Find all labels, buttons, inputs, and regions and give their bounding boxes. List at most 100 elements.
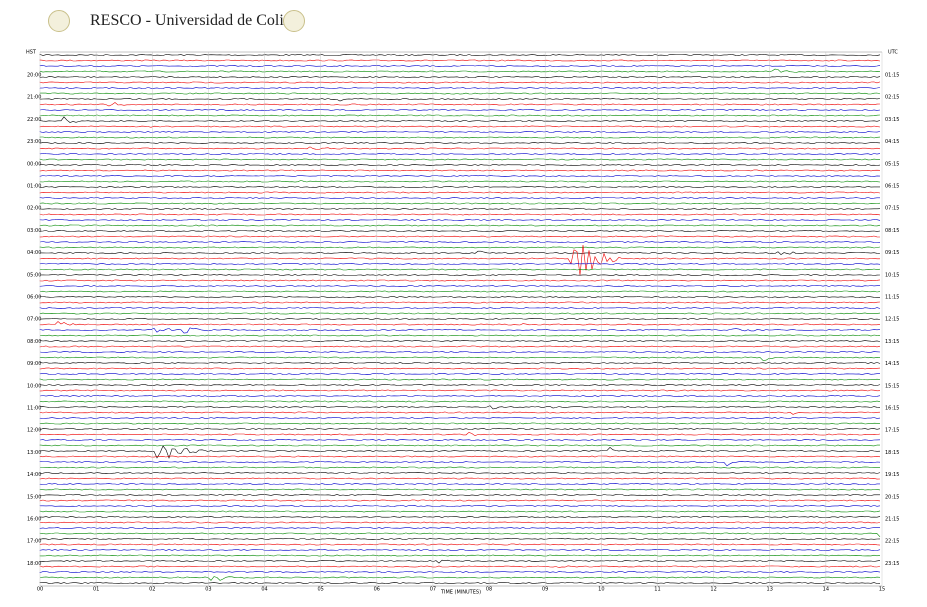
x-tick-label: 11	[654, 587, 660, 593]
trace	[39, 395, 881, 397]
x-tick-label: 09	[542, 587, 548, 593]
x-tick-label: 08	[486, 587, 492, 593]
trace	[39, 384, 881, 386]
trace	[39, 244, 880, 275]
left-time-label: 01:00	[27, 184, 41, 190]
left-time-label: 14:00	[27, 472, 41, 478]
right-time-label: 06:15	[885, 184, 899, 190]
trace	[39, 367, 881, 370]
right-header: UTC	[888, 50, 898, 56]
trace	[39, 301, 881, 304]
trace	[39, 142, 881, 144]
x-tick-label: 13	[767, 587, 773, 593]
trace	[39, 250, 881, 255]
x-tick-label: 06	[374, 587, 380, 593]
trace	[39, 109, 881, 111]
trace	[39, 164, 881, 166]
trace	[39, 422, 881, 425]
trace	[39, 241, 881, 243]
x-tick-label: 14	[823, 587, 829, 593]
page-title: RESCO - Universidad de Colima	[90, 12, 304, 29]
trace	[39, 494, 880, 496]
trace	[39, 439, 881, 441]
trace	[39, 477, 881, 480]
trace	[39, 102, 881, 107]
left-time-label: 05:00	[27, 272, 41, 278]
trace	[39, 125, 881, 128]
x-tick-label: 10	[598, 587, 604, 593]
trace	[39, 378, 881, 381]
trace	[39, 186, 880, 188]
trace	[39, 334, 881, 337]
right-time-label: 09:15	[885, 250, 899, 256]
trace	[39, 136, 881, 139]
trace	[39, 417, 881, 419]
right-time-label: 16:15	[885, 406, 899, 412]
trace	[39, 455, 881, 458]
trace	[39, 521, 881, 524]
trace	[39, 345, 881, 348]
right-time-label: 13:15	[885, 339, 899, 345]
left-time-label: 12:00	[27, 428, 41, 434]
trace	[39, 400, 881, 403]
trace	[39, 98, 881, 102]
trace	[39, 431, 881, 437]
trace	[39, 246, 881, 249]
trace	[39, 296, 880, 298]
left-time-label: 11:00	[27, 406, 41, 412]
left-time-label: 09:00	[27, 361, 41, 367]
x-tick-label: 02	[149, 587, 155, 593]
trace	[39, 213, 881, 216]
trace	[39, 81, 881, 84]
right-time-label: 15:15	[885, 383, 899, 389]
trace	[39, 389, 881, 392]
trace	[39, 554, 881, 557]
x-tick-label: 00	[37, 587, 43, 593]
trace	[39, 290, 881, 293]
x-tick-label: 03	[205, 587, 211, 593]
trace	[39, 505, 881, 507]
trace	[39, 428, 881, 431]
trace	[39, 527, 880, 529]
right-time-label: 20:15	[885, 494, 899, 500]
left-time-label: 02:00	[27, 206, 41, 212]
logo	[48, 10, 70, 32]
x-tick-label: 05	[317, 587, 323, 593]
trace	[39, 285, 881, 287]
right-time-label: 12:15	[885, 317, 899, 323]
x-tick-label: 01	[93, 587, 99, 593]
trace	[39, 321, 881, 326]
trace	[39, 488, 881, 491]
trace	[39, 482, 880, 485]
right-time-label: 17:15	[885, 428, 899, 434]
trace	[39, 158, 881, 161]
trace	[39, 327, 881, 334]
trace	[39, 153, 881, 155]
trace	[39, 565, 881, 568]
left-time-label: 23:00	[27, 139, 41, 145]
trace	[39, 373, 880, 375]
x-tick-label: 04	[261, 587, 267, 593]
trace	[39, 538, 881, 540]
trace	[39, 235, 881, 238]
trace	[39, 68, 881, 73]
trace	[39, 516, 881, 518]
trace	[39, 263, 881, 265]
trace	[39, 114, 881, 117]
trace	[39, 543, 881, 546]
left-time-label: 18:00	[27, 561, 41, 567]
right-time-label: 08:15	[885, 228, 899, 234]
left-time-label: 04:00	[27, 250, 41, 256]
x-title: TIME (MINUTES)	[440, 590, 481, 596]
trace	[39, 59, 881, 62]
trace	[39, 279, 881, 282]
trace	[39, 202, 881, 205]
left-time-label: 10:00	[27, 383, 41, 389]
right-time-label: 01:15	[885, 73, 899, 79]
trace	[39, 362, 881, 364]
trace	[39, 549, 881, 551]
left-header: HST	[26, 50, 37, 56]
trace	[39, 92, 881, 95]
x-tick-label: 15	[879, 587, 885, 593]
